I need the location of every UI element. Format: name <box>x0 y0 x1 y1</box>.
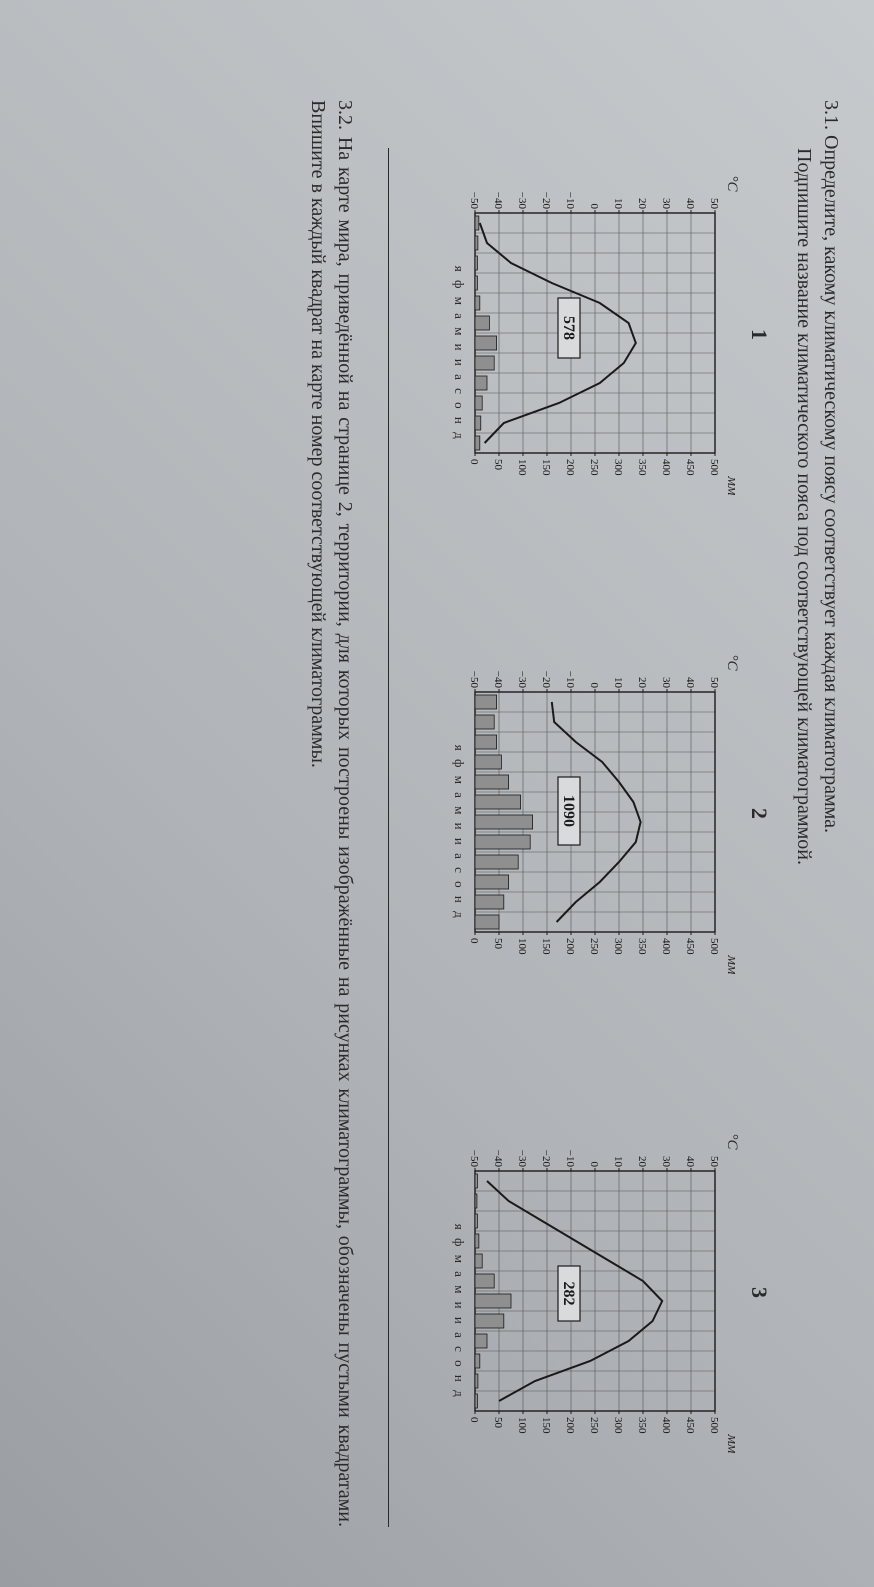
svg-text:−20: −20 <box>540 191 552 209</box>
task-3-2: 3.2. На карте мира, приведённой на стран… <box>304 100 358 1527</box>
svg-text:500: 500 <box>708 459 720 476</box>
temp-axis-label: °C <box>723 176 740 192</box>
svg-text:578: 578 <box>560 316 577 340</box>
svg-text:282: 282 <box>560 1281 577 1305</box>
svg-text:200: 200 <box>564 938 576 955</box>
svg-text:−10: −10 <box>564 1149 576 1167</box>
precip-axis-label: мм <box>723 955 740 974</box>
svg-text:100: 100 <box>516 459 528 476</box>
svg-text:0: 0 <box>588 203 600 209</box>
svg-text:30: 30 <box>660 1156 672 1168</box>
svg-text:450: 450 <box>684 938 696 955</box>
temp-axis-label: °C <box>723 1134 740 1150</box>
svg-text:0: 0 <box>469 938 480 944</box>
svg-text:30: 30 <box>660 677 672 689</box>
task-3-1-line1: Определите, какому климатическому поясу … <box>820 135 842 833</box>
svg-text:−10: −10 <box>564 191 576 209</box>
svg-text:350: 350 <box>636 938 648 955</box>
svg-text:20: 20 <box>636 677 648 689</box>
svg-text:−10: −10 <box>564 670 576 688</box>
precip-axis-label: мм <box>723 1434 740 1453</box>
climatogram-svg: 50403020100−10−20−30−40−5050045040035030… <box>469 654 721 974</box>
task-3-2-text: На карте мира, приведённой на странице 2… <box>307 100 356 1527</box>
svg-text:300: 300 <box>612 459 624 476</box>
task-3-2-prefix: 3.2. <box>334 100 356 130</box>
svg-text:50: 50 <box>708 198 720 210</box>
svg-text:400: 400 <box>660 938 672 955</box>
answer-line-1 <box>388 148 411 1527</box>
svg-text:−20: −20 <box>540 670 552 688</box>
months-axis: я ф м а м и и а с о н д <box>451 713 467 953</box>
climatogram-svg: 50403020100−10−20−30−40−5050045040035030… <box>469 1133 721 1453</box>
svg-text:40: 40 <box>684 198 696 210</box>
months-axis: я ф м а м и и а с о н д <box>451 234 467 474</box>
svg-text:−40: −40 <box>492 1149 504 1167</box>
precip-axis-label: мм <box>723 476 740 495</box>
svg-text:30: 30 <box>660 198 672 210</box>
svg-text:50: 50 <box>708 1156 720 1168</box>
svg-text:50: 50 <box>492 459 504 471</box>
svg-text:450: 450 <box>684 1417 696 1434</box>
svg-text:350: 350 <box>636 1417 648 1434</box>
svg-text:0: 0 <box>588 682 600 688</box>
charts-row: 1°Cмм50403020100−10−20−30−40−50500450400… <box>451 100 772 1527</box>
svg-text:10: 10 <box>612 198 624 210</box>
svg-text:100: 100 <box>516 1417 528 1434</box>
climatogram-2: 2°Cмм50403020100−10−20−30−40−50500450400… <box>451 579 772 1048</box>
svg-text:200: 200 <box>564 1417 576 1434</box>
svg-text:−50: −50 <box>469 191 480 209</box>
chart-number: 1 <box>746 329 772 340</box>
svg-text:20: 20 <box>636 198 648 210</box>
climatogram-1: 1°Cмм50403020100−10−20−30−40−50500450400… <box>451 100 772 569</box>
task-3-1: 3.1. Определите, какому климатическому п… <box>790 100 844 1527</box>
svg-text:100: 100 <box>516 938 528 955</box>
svg-text:−50: −50 <box>469 670 480 688</box>
svg-text:50: 50 <box>492 938 504 950</box>
svg-text:300: 300 <box>612 938 624 955</box>
svg-text:−30: −30 <box>516 191 528 209</box>
svg-text:−20: −20 <box>540 1149 552 1167</box>
svg-text:−30: −30 <box>516 1149 528 1167</box>
task-3-1-prefix: 3.1. <box>820 100 842 130</box>
svg-text:−40: −40 <box>492 191 504 209</box>
svg-text:10: 10 <box>612 677 624 689</box>
svg-text:150: 150 <box>540 459 552 476</box>
svg-text:40: 40 <box>684 1156 696 1168</box>
climatogram-svg: 50403020100−10−20−30−40−5050045040035030… <box>469 175 721 495</box>
svg-text:50: 50 <box>708 677 720 689</box>
svg-text:250: 250 <box>588 938 600 955</box>
temp-axis-label: °C <box>723 655 740 671</box>
svg-text:250: 250 <box>588 1417 600 1434</box>
months-axis: я ф м а м и и а с о н д <box>451 1192 467 1432</box>
svg-text:250: 250 <box>588 459 600 476</box>
svg-text:1090: 1090 <box>560 795 577 827</box>
climatogram-3: 3°Cмм50403020100−10−20−30−40−50500450400… <box>451 1058 772 1527</box>
svg-text:200: 200 <box>564 459 576 476</box>
chart-number: 2 <box>746 808 772 819</box>
svg-text:500: 500 <box>708 938 720 955</box>
chart-number: 3 <box>746 1287 772 1298</box>
svg-text:450: 450 <box>684 459 696 476</box>
task-3-1-line2: Подпишите название климатического пояса … <box>790 148 817 1527</box>
svg-text:150: 150 <box>540 1417 552 1434</box>
svg-text:350: 350 <box>636 459 648 476</box>
svg-text:0: 0 <box>469 459 480 465</box>
svg-text:400: 400 <box>660 1417 672 1434</box>
svg-text:300: 300 <box>612 1417 624 1434</box>
svg-text:500: 500 <box>708 1417 720 1434</box>
svg-text:400: 400 <box>660 459 672 476</box>
svg-text:20: 20 <box>636 1156 648 1168</box>
svg-text:−50: −50 <box>469 1149 480 1167</box>
svg-text:−40: −40 <box>492 670 504 688</box>
svg-text:0: 0 <box>469 1417 480 1423</box>
svg-text:0: 0 <box>588 1161 600 1167</box>
svg-text:50: 50 <box>492 1417 504 1429</box>
svg-text:−30: −30 <box>516 670 528 688</box>
svg-text:10: 10 <box>612 1156 624 1168</box>
svg-text:150: 150 <box>540 938 552 955</box>
svg-text:40: 40 <box>684 677 696 689</box>
